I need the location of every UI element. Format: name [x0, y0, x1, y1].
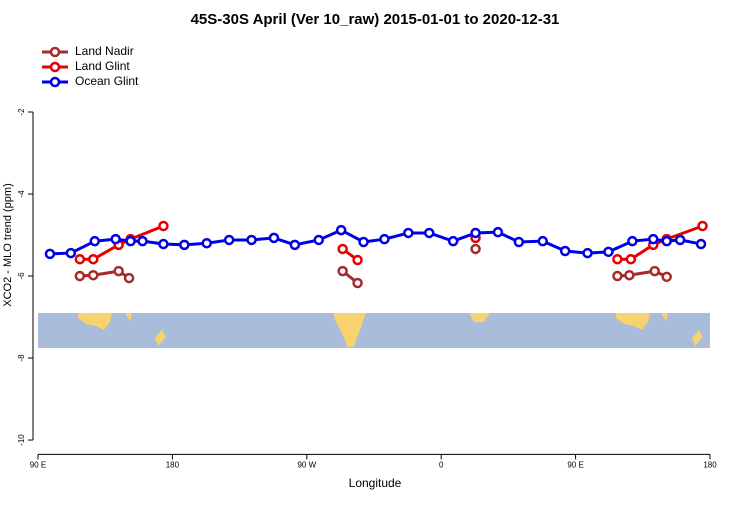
data-point — [74, 270, 86, 282]
data-point — [447, 235, 459, 247]
data-point — [492, 226, 504, 238]
data-point — [123, 272, 135, 284]
x-tick-label: 180 — [703, 461, 717, 470]
x-tick-label: 90 W — [297, 461, 316, 470]
series-line — [79, 269, 668, 285]
data-point — [337, 265, 348, 277]
data-point — [268, 232, 280, 244]
x-tick-label: 180 — [166, 461, 180, 470]
data-point — [697, 220, 708, 232]
x-axis-label: Longitude — [349, 476, 402, 490]
data-point — [470, 243, 481, 255]
y-axis-label: XCO2 - MLO trend (ppm) — [2, 183, 14, 306]
data-point — [648, 233, 659, 245]
data-point — [158, 220, 169, 232]
legend-label: Ocean Glint — [75, 74, 139, 88]
data-point — [201, 237, 212, 249]
legend-label: Land Nadir — [75, 44, 134, 58]
data-point — [627, 235, 638, 247]
data-point — [403, 227, 414, 239]
data-point — [44, 248, 56, 260]
data-point — [625, 253, 637, 265]
data-point — [89, 235, 100, 247]
chart-title: 45S-30S April (Ver 10_raw) 2015-01-01 to… — [191, 11, 560, 28]
data-point — [313, 234, 324, 246]
y-tick-label: -8 — [17, 354, 26, 362]
x-tick-label: 90 E — [567, 461, 583, 470]
data-point — [379, 233, 390, 245]
legend-label: Land Glint — [75, 59, 130, 73]
x-tick-label: 90 E — [30, 461, 46, 470]
data-point — [470, 227, 481, 239]
data-point — [661, 235, 672, 247]
data-point — [335, 224, 347, 236]
y-tick-label: -4 — [17, 190, 26, 198]
data-point — [649, 265, 660, 277]
data-point — [74, 253, 86, 265]
data-point — [537, 235, 548, 247]
data-point — [661, 271, 672, 283]
data-point — [223, 234, 235, 246]
y-tick-label: -10 — [17, 434, 26, 446]
data-point — [674, 234, 686, 246]
y-tick-label: -6 — [17, 272, 26, 280]
data-point — [513, 236, 525, 248]
data-point — [113, 265, 124, 277]
data-point — [424, 227, 435, 239]
data-point — [624, 269, 635, 281]
data-point — [88, 253, 99, 265]
legend-marker — [49, 46, 61, 58]
y-tick-label: -2 — [17, 108, 26, 116]
data-point — [559, 245, 571, 257]
data-point — [65, 247, 77, 259]
data-point — [246, 234, 257, 246]
data-point — [125, 235, 136, 247]
data-point — [158, 238, 169, 250]
data-point — [612, 253, 623, 265]
data-point — [289, 239, 301, 251]
data-point — [179, 239, 190, 251]
data-point — [337, 243, 348, 255]
legend-marker — [49, 76, 61, 88]
data-point — [352, 254, 363, 266]
data-point — [358, 236, 369, 248]
data-point — [582, 247, 593, 259]
data-point — [352, 277, 363, 289]
data-point — [137, 235, 148, 247]
data-point — [695, 238, 707, 250]
legend-marker — [49, 61, 61, 73]
x-tick-label: 0 — [439, 461, 444, 470]
data-point — [603, 246, 614, 258]
data-point — [88, 269, 99, 281]
data-point — [612, 270, 623, 282]
map-strip — [38, 313, 710, 348]
data-point — [110, 233, 121, 245]
